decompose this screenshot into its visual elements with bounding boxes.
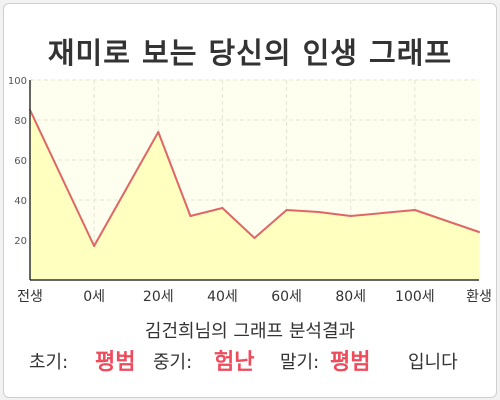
x-tick-label: 100세 [395, 289, 435, 305]
analysis-subtitle: 김건희님의 그래프 분석결과 [144, 321, 356, 342]
data-point [221, 207, 224, 209]
x-tick-label: 환생 [466, 289, 492, 305]
y-tick-label: 40 [14, 196, 27, 207]
x-tick-label: 60세 [271, 289, 302, 305]
y-tick-label: 100 [8, 76, 27, 87]
late-value: 평범 [330, 350, 371, 375]
late-label: 말기: [280, 352, 320, 373]
early-label: 초기: [29, 352, 69, 373]
data-point [157, 131, 160, 133]
x-tick-label: 80세 [335, 289, 366, 305]
middle-value: 험난 [214, 350, 255, 375]
x-tick-label: 0세 [83, 289, 105, 305]
data-point [253, 237, 256, 239]
data-point [478, 231, 480, 233]
chart-title: 재미로 보는 당신의 인생 그래프 [47, 36, 453, 70]
data-point [317, 211, 320, 213]
y-tick-label: 80 [14, 116, 27, 127]
data-point [413, 209, 416, 211]
series-area [30, 110, 479, 280]
x-tick-label: 40세 [207, 289, 238, 305]
ending-text: 입니다 [408, 352, 458, 373]
x-tick-label: 20세 [143, 289, 174, 305]
middle-label: 중기: [153, 352, 193, 373]
x-tick-label: 전생 [17, 289, 43, 305]
y-tick-label: 60 [14, 156, 27, 167]
data-point [189, 215, 192, 217]
data-point [285, 209, 288, 211]
data-point [349, 215, 352, 217]
data-point [93, 245, 96, 247]
y-tick-label: 20 [14, 236, 27, 247]
early-value: 평범 [95, 350, 136, 375]
